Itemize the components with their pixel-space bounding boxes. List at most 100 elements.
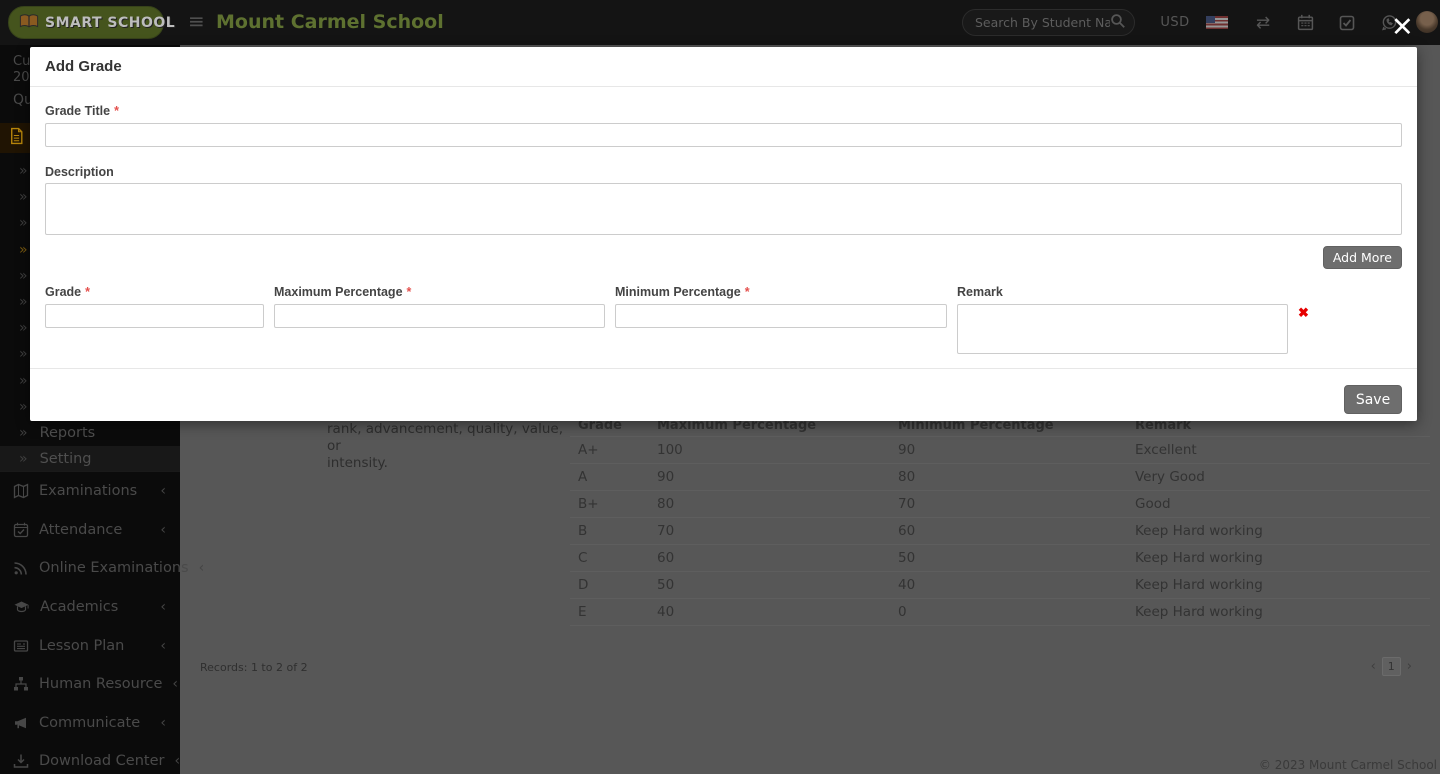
- max-percentage-cell: 90: [657, 469, 675, 485]
- remark-field[interactable]: [957, 304, 1288, 354]
- user-avatar[interactable]: [1416, 11, 1438, 33]
- grade-cell: B+: [578, 496, 599, 512]
- calendar-icon[interactable]: [1290, 0, 1320, 45]
- required-marker: *: [406, 285, 412, 299]
- close-icon[interactable]: ✕: [1391, 12, 1414, 43]
- min-percentage-cell: 50: [898, 550, 916, 566]
- search-icon[interactable]: [1110, 13, 1126, 33]
- submenu-item[interactable]: »: [0, 315, 180, 341]
- page-prev-icon[interactable]: ‹: [1370, 659, 1376, 674]
- max-percentage-cell: 40: [657, 604, 675, 620]
- pagination: ‹ 1 ›: [1371, 657, 1412, 676]
- required-marker: *: [744, 285, 750, 299]
- sidebar-item-download-center[interactable]: Download Center ‹: [0, 742, 180, 774]
- page-next-icon[interactable]: ›: [1406, 659, 1412, 674]
- top-navbar: SMART SCHOOL ≡ Mount Carmel School USD ⇄: [0, 0, 1440, 45]
- modal-title: Add Grade: [45, 58, 122, 75]
- save-button[interactable]: Save: [1344, 385, 1402, 414]
- submenu-item-active[interactable]: »: [0, 237, 180, 263]
- add-more-button[interactable]: Add More: [1322, 246, 1402, 269]
- min-percentage-cell: 60: [898, 523, 916, 539]
- min-percentage-cell: 80: [898, 469, 916, 485]
- modal-header: Add Grade: [30, 47, 1417, 87]
- description-label: Description: [45, 165, 114, 179]
- submenu-arrow-icon: »: [19, 267, 28, 284]
- sidebar-item-academics[interactable]: Academics ‹: [0, 588, 180, 627]
- submenu-item[interactable]: »: [0, 289, 180, 315]
- graduation-cap-icon: [14, 601, 29, 613]
- logo-text: SMART SCHOOL: [45, 14, 176, 31]
- grade-title-field[interactable]: [45, 123, 1402, 147]
- newspaper-icon: [13, 640, 29, 652]
- required-marker: *: [85, 285, 91, 299]
- records-count: Records: 1 to 2 of 2: [200, 661, 308, 674]
- school-name-title: Mount Carmel School: [216, 11, 444, 33]
- submenu-arrow-icon: »: [19, 320, 28, 337]
- menu-label: Lesson Plan: [39, 637, 125, 654]
- chevron-left-icon: ‹: [160, 637, 166, 654]
- submenu-item[interactable]: »: [0, 394, 180, 420]
- min-percentage-field[interactable]: [615, 304, 947, 328]
- menu-label: Academics: [40, 599, 119, 616]
- max-percentage-cell: 70: [657, 523, 675, 539]
- submenu-item[interactable]: »: [0, 184, 180, 210]
- sidebar-item-online-examinations[interactable]: Online Examinations ‹: [0, 549, 204, 588]
- app-logo[interactable]: SMART SCHOOL: [8, 6, 175, 39]
- whatsapp-icon[interactable]: [1374, 0, 1404, 45]
- submenu-item[interactable]: »: [0, 341, 180, 367]
- task-check-icon[interactable]: [1332, 0, 1362, 45]
- submenu-arrow-icon: »: [19, 163, 28, 180]
- sidebar-item-attendance[interactable]: Attendance ‹: [0, 511, 180, 550]
- language-flag-icon[interactable]: [1206, 16, 1228, 29]
- submenu-item[interactable]: »: [0, 210, 180, 236]
- sidebar-item-communicate[interactable]: Communicate ‹: [0, 704, 180, 743]
- max-percentage-field[interactable]: [274, 304, 605, 328]
- submenu-item[interactable]: »: [0, 368, 180, 394]
- min-percentage-cell: 90: [898, 442, 916, 458]
- download-icon: [13, 754, 29, 769]
- delete-row-icon[interactable]: ✖: [1298, 305, 1309, 320]
- grade-cell: D: [578, 577, 589, 593]
- max-percentage-cell: 80: [657, 496, 675, 512]
- sidebar-item-human-resource[interactable]: Human Resource ‹: [0, 665, 180, 704]
- sidebar-partial-text: Cu 20 Qu: [13, 54, 33, 108]
- sidebar-item-setting[interactable]: » Setting: [0, 446, 180, 473]
- required-marker: *: [114, 104, 119, 118]
- page-number[interactable]: 1: [1381, 657, 1401, 676]
- menu-label: Communicate: [39, 714, 141, 731]
- submenu-item[interactable]: »: [0, 263, 180, 289]
- submenu-item[interactable]: »: [0, 158, 180, 184]
- sidebar-main-menu: Examinations ‹ Attendance ‹ Online Exami…: [0, 471, 204, 774]
- grade-field[interactable]: [45, 304, 264, 328]
- grade-description-text: rank, advancement, quality, value, or in…: [327, 421, 563, 471]
- min-percentage-cell: 40: [898, 577, 916, 593]
- grade-label: Grade *: [45, 285, 91, 299]
- chevron-left-icon: ‹: [172, 676, 179, 693]
- search-input[interactable]: [975, 15, 1110, 30]
- submenu-arrow-icon: »: [19, 346, 28, 363]
- map-icon: [13, 483, 29, 499]
- description-field[interactable]: [45, 183, 1402, 235]
- sidebar-item-examinations[interactable]: Examinations ‹: [0, 472, 180, 511]
- sidebar-item-reports[interactable]: » Reports: [0, 420, 180, 446]
- table-row: C 60 50 Keep Hard working: [570, 545, 1430, 572]
- hamburger-menu-icon[interactable]: ≡: [188, 9, 205, 33]
- chevron-left-icon: ‹: [160, 521, 166, 538]
- sidebar-item-lesson-plan[interactable]: Lesson Plan ‹: [0, 626, 180, 665]
- chevron-left-icon: ‹: [160, 714, 166, 731]
- grade-cell: E: [578, 604, 587, 620]
- add-grade-modal: Add Grade Grade Title * Description Add M…: [30, 47, 1417, 421]
- remark-cell: Keep Hard working: [1135, 550, 1263, 566]
- chevron-left-icon: ‹: [160, 483, 166, 500]
- currency-selector[interactable]: USD: [1160, 15, 1190, 30]
- rss-icon: [14, 562, 27, 576]
- menu-label: Attendance: [39, 521, 123, 538]
- submenu-arrow-icon: »: [19, 241, 28, 258]
- table-footer: Records: 1 to 2 of 2 ‹ 1 ›: [200, 657, 1428, 679]
- max-percentage-label: Maximum Percentage *: [274, 285, 412, 299]
- table-row: B+ 80 70 Good: [570, 491, 1430, 518]
- grade-title-label: Grade Title *: [45, 104, 119, 118]
- switch-icon[interactable]: ⇄: [1255, 12, 1271, 33]
- student-search[interactable]: [962, 9, 1135, 36]
- menu-label: Download Center: [39, 753, 165, 770]
